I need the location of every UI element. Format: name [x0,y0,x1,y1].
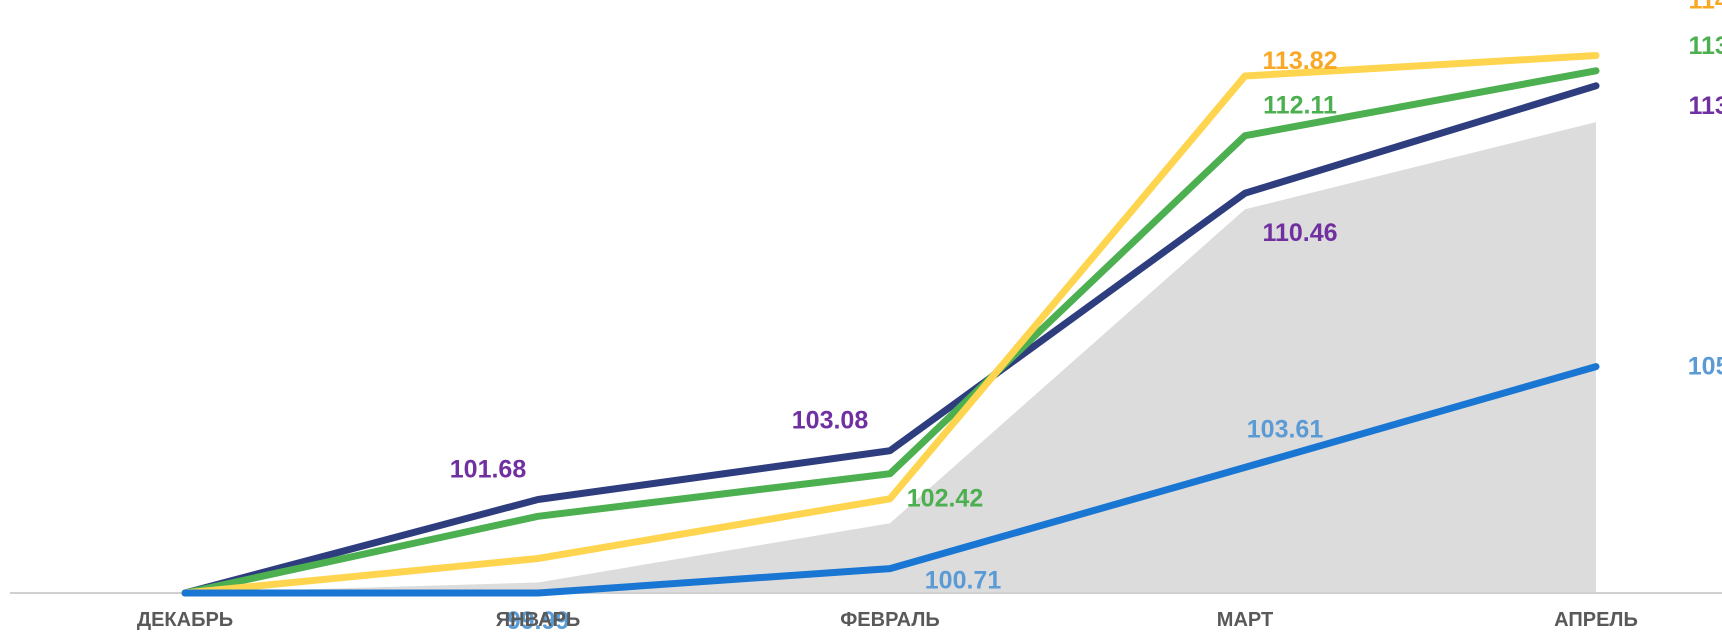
data-label: 112.11 [1263,92,1337,120]
x-tick-labels: ДЕКАБРЬ ЯНВАРЬ ФЕВРАЛЬ МАРТ АПРЕЛЬ [137,609,1638,631]
x-tick-label: АПРЕЛЬ [1554,609,1638,631]
series-line-4 [181,363,1600,597]
data-label: 102.42 [907,485,983,513]
data-label: 100.71 [925,567,1002,595]
data-label: 103.08 [792,407,869,435]
data-label: 113.82 [1262,47,1337,75]
x-tick-label: ФЕВРАЛЬ [840,609,940,631]
data-label: 113.54 [1688,92,1722,120]
data-label: 113.97 [1688,32,1722,60]
data-label: 99.99 [507,607,570,633]
shaded-area-layer [185,122,1596,593]
series-line-1 [181,82,1600,597]
x-tick-label: ЯНВАРЬ [496,609,580,631]
data-label: 114.41 [1688,0,1722,15]
data-label-layer: 101.68 103.08 110.46 113.54 102.42 112.11 113.… [450,0,1722,633]
data-label: 101.68 [450,456,527,484]
data-label: 110.46 [1262,219,1337,247]
data-label: 103.61 [1247,415,1324,443]
series-line-3 [181,52,1600,597]
data-label: 105.49 [1688,353,1722,381]
x-tick-label: МАРТ [1217,609,1273,631]
shaded-area [185,122,1596,593]
x-tick-label: ДЕКАБРЬ [137,609,233,631]
series-layer [181,52,1600,597]
series-line-2 [181,67,1600,597]
